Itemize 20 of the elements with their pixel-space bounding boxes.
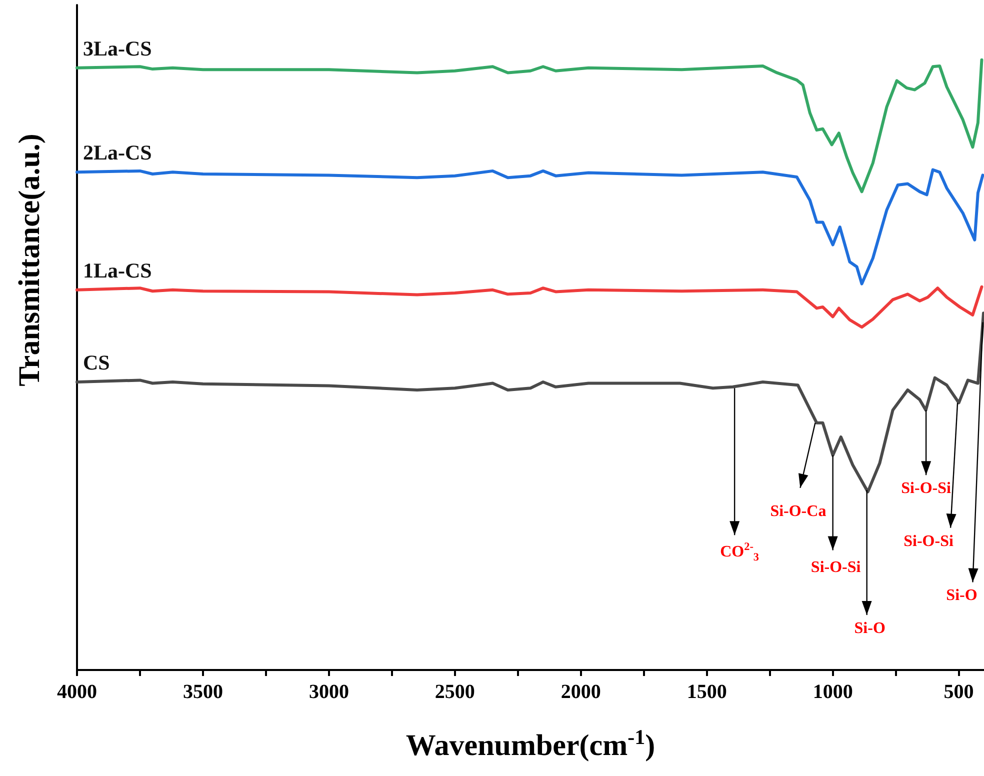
x-tick-label: 3500: [182, 681, 223, 703]
series-label: 2La-CS: [83, 140, 152, 165]
annotation: Si-O-Si: [810, 559, 861, 578]
x-tick-label: 4000: [57, 681, 97, 703]
series-label: 3La-CS: [83, 36, 152, 60]
annotation: Si-O-Si: [904, 532, 954, 551]
annotation: Si-O-Si: [901, 480, 951, 498]
x-axis-title: Wavenumber(cm$^{-1}$): [406, 725, 656, 763]
x-tick-label: 500: [944, 681, 974, 703]
series-label: CS: [83, 350, 110, 375]
x-tick-label: 1500: [686, 681, 727, 703]
annotation: Si-O-Ca: [770, 502, 826, 521]
x-tick-label: 2500: [434, 681, 475, 703]
x-tick-label: 2000: [560, 681, 601, 703]
series-label: 1La-CS: [83, 258, 152, 282]
x-tick-label: 3000: [308, 681, 349, 703]
annotation: Si-O: [854, 620, 886, 638]
x-tick-label: 1000: [812, 681, 853, 703]
annotation: Si-O: [946, 587, 978, 606]
y-axis-title: Transmittance(a.u.): [13, 134, 47, 386]
